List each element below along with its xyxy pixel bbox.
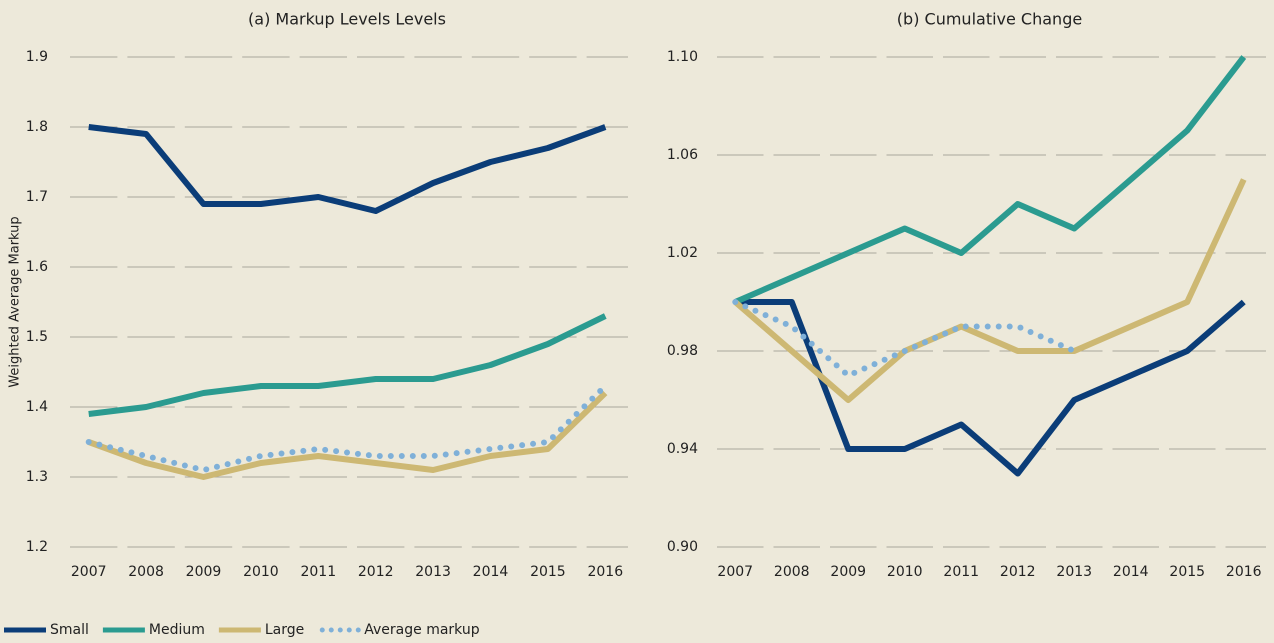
y-tick-label: 1.02 (667, 245, 698, 261)
x-tick-label: 2015 (530, 564, 566, 580)
series-line (88, 124, 607, 214)
x-tick-label: 2008 (128, 564, 164, 580)
x-tick-label: 2010 (887, 564, 923, 580)
chart-title: (b) Cumulative Change (897, 10, 1082, 29)
x-tick-label: 2007 (71, 564, 107, 580)
x-tick-label: 2007 (717, 564, 753, 580)
x-tick-label: 2012 (358, 564, 394, 580)
y-tick-label: 0.94 (667, 441, 698, 457)
x-tick-label: 2011 (300, 564, 336, 580)
x-tick-label: 2013 (415, 564, 451, 580)
x-tick-label: 2015 (1169, 564, 1205, 580)
series-line (734, 55, 1247, 305)
y-tick-label: 0.90 (667, 539, 698, 555)
y-tick-label: 1.9 (26, 49, 48, 65)
y-tick-label: 1.7 (26, 189, 48, 205)
legend-label: Large (265, 622, 304, 638)
y-tick-label: 1.6 (26, 259, 48, 275)
y-tick-label: 0.98 (667, 343, 698, 359)
y-tick-label: 1.4 (26, 399, 48, 415)
y-tick-label: 1.10 (667, 49, 698, 65)
y-tick-label: 1.3 (26, 469, 48, 485)
y-axis-label: Weighted Average Markup (8, 216, 23, 387)
series-line (732, 299, 1078, 379)
x-tick-label: 2009 (186, 564, 222, 580)
x-tick-label: 2014 (1113, 564, 1149, 580)
x-tick-label: 2008 (774, 564, 810, 580)
y-tick-label: 1.8 (26, 119, 48, 135)
chart-title: (a) Markup Levels Levels (248, 10, 446, 29)
x-tick-label: 2010 (243, 564, 279, 580)
series-line (88, 313, 607, 417)
x-tick-label: 2012 (1000, 564, 1036, 580)
legend-label: Average markup (364, 622, 479, 638)
x-tick-label: 2016 (1226, 564, 1262, 580)
x-tick-label: 2016 (587, 564, 623, 580)
y-tick-label: 1.2 (26, 539, 48, 555)
series-line (87, 390, 608, 480)
x-tick-label: 2011 (943, 564, 979, 580)
x-tick-label: 2014 (473, 564, 509, 580)
y-tick-label: 1.5 (26, 329, 48, 345)
series-line (85, 383, 609, 473)
x-tick-label: 2013 (1056, 564, 1092, 580)
legend-label: Small (50, 622, 89, 638)
legend-label: Medium (149, 622, 205, 638)
y-tick-label: 1.06 (667, 147, 698, 163)
series-line (733, 178, 1247, 403)
x-tick-label: 2009 (830, 564, 866, 580)
